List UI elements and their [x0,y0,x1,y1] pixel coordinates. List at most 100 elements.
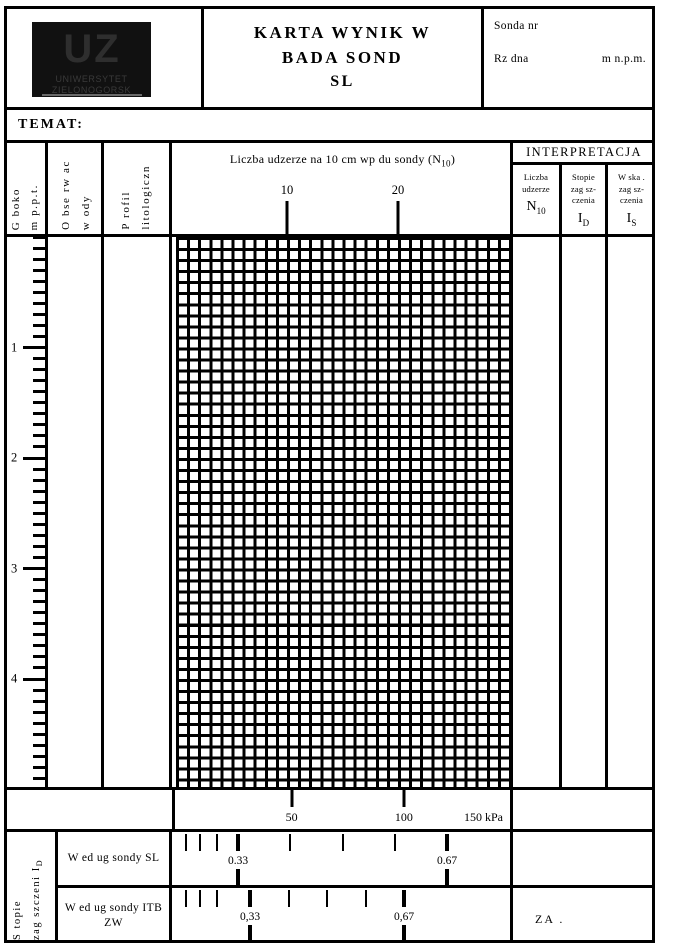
column-header-water-line-1: O bse rw ac [60,160,72,230]
depth-tick [33,357,45,361]
depth-label-1: 1 [11,340,18,354]
interpretacja-col-is: W ska . zag sz- czenia IS [608,165,655,234]
depth-tick [33,699,45,703]
sheet-outer-frame [4,6,655,943]
depth-tick [33,555,45,559]
interp-is-symbol-sub: S [631,217,637,228]
depth-tick-major-1 [23,346,45,349]
depth-tick [33,754,45,758]
interpretacja-title: INTERPRETACJA [513,143,655,165]
chart-x-tick-label-20: 20 [391,183,405,197]
depth-tick [33,368,45,372]
density-minor-tick [185,890,187,907]
depth-label-2: 2 [11,450,18,465]
kpa-tick-label-50: 50 [285,810,298,824]
chart-x-tick-label-10: 10 [280,183,294,197]
column-header-depth-line-2: m p.p.t. [28,183,40,230]
litho-profile-column[interactable] [104,237,172,787]
column-header-litho-line-1: P rofil [120,191,132,230]
interp-n10-symbol-sub: 10 [536,205,546,216]
depth-tick [33,732,45,736]
chart-x-tick-10 [285,201,289,234]
depth-tick [33,655,45,659]
density-minor-tick [216,834,218,851]
chart-title: Liczba udzerze na 10 cm wp du sondy (N10… [172,152,513,168]
depth-tick [33,235,45,239]
depth-tick [33,390,45,394]
column-header-water-line-2: w ody [80,194,92,230]
depth-tick [33,544,45,548]
depth-tick [33,710,45,714]
depth-tick [33,301,45,305]
depth-tick [33,611,45,615]
logo-monogram-icon: UZ [63,27,121,71]
column-header-water: O bse rw ac w ody [48,143,104,234]
density-index-symbol-sub: D [35,859,45,867]
interp-id-symbol-base: I [577,210,583,226]
blowcount-plot-area[interactable] [172,237,513,787]
density-major-stem [236,869,240,887]
water-observation-column[interactable] [48,237,104,787]
chart-title-main: Liczba udzerze na 10 cm wp du sondy (N [229,152,442,166]
density-index-vertical-label-cell: S topie zag szczeni ID [4,832,58,943]
density-index-label-line-2: zag szczeni ID [31,859,44,940]
interp-id-line-2: zag sz- [570,183,597,194]
density-minor-tick [341,834,344,851]
density-row-label-sl: W ed ug sondy SL [58,832,172,888]
depth-tick [33,478,45,482]
plot-grid [176,237,510,787]
depth-tick [33,246,45,250]
column-header-band: G boko m p.p.t. O bse rw ac w ody P rofi… [4,143,655,237]
density-index-symbol: I [31,866,42,872]
density-minor-tick [393,834,396,851]
depth-tick [33,511,45,515]
density-index-band: S topie zag szczeni ID W ed ug sondy SL … [4,832,655,943]
density-major-tick-0.67 [445,834,449,851]
university-logo: UZ UNIWERSYTET ZIELONOGORSK [32,22,151,97]
depth-tick [33,776,45,780]
depth-ruler-column: 1 2 3 4 [4,235,48,787]
density-right-cell-bottom[interactable]: ZA . [513,888,655,943]
interp-id-line-3: czenia [572,195,595,205]
interp-id-symbol: ID [562,211,605,228]
density-right-cell-top[interactable] [513,832,655,888]
kpa-tick-50 [290,790,294,807]
interp-is-symbol-base: I [626,210,632,226]
depth-tick [33,257,45,261]
interpretacja-body-is[interactable] [608,237,655,787]
depth-tick [33,688,45,692]
interpretacja-body-id[interactable] [562,237,608,787]
depth-tick [33,334,45,338]
density-minor-tick [216,890,218,907]
interpretacja-header: INTERPRETACJA Liczba udzerze N10 Stopie … [513,143,655,234]
interp-n10-line-1: Liczba [523,172,549,182]
density-minor-tick [326,890,328,907]
chart-title-end: ) [450,152,456,166]
density-major-tick-0.33 [248,890,252,907]
logo-line-1: UNIWERSYTET [55,74,128,84]
density-scale-sl: 0.33 0.67 [172,832,513,888]
depth-tick [33,578,45,582]
density-minor-tick [364,890,367,907]
depth-tick-major-2 [23,456,45,460]
density-index-label-line-1: S topie [12,900,23,940]
interpretacja-body-n10[interactable] [513,237,562,787]
depth-tick [33,500,45,504]
kpa-left-spacer [4,790,172,829]
depth-tick [33,379,45,383]
rz-dna-unit: m n.p.m. [601,53,646,65]
logo-underline [42,94,142,96]
density-scale-itb: 0,33 0,67 [172,888,513,943]
depth-tick [33,622,45,626]
depth-tick [33,467,45,471]
header-title-cell: KARTA WYNIK W BADA SOND SL [204,6,484,110]
density-tick-label-0.67: 0,67 [393,911,415,923]
interp-n10-symbol-base: N [526,199,537,214]
density-minor-tick [199,890,201,907]
page-title-line-1: KARTA WYNIK W [253,22,432,42]
density-major-stem [445,869,449,887]
kpa-tick-100 [402,790,406,807]
density-row-label-itb-line-1: W ed ug sondy ITB [64,901,163,914]
chart-header: Liczba udzerze na 10 cm wp du sondy (N 10… [172,143,513,234]
column-header-litho-line-2: litologiczn [140,165,152,230]
